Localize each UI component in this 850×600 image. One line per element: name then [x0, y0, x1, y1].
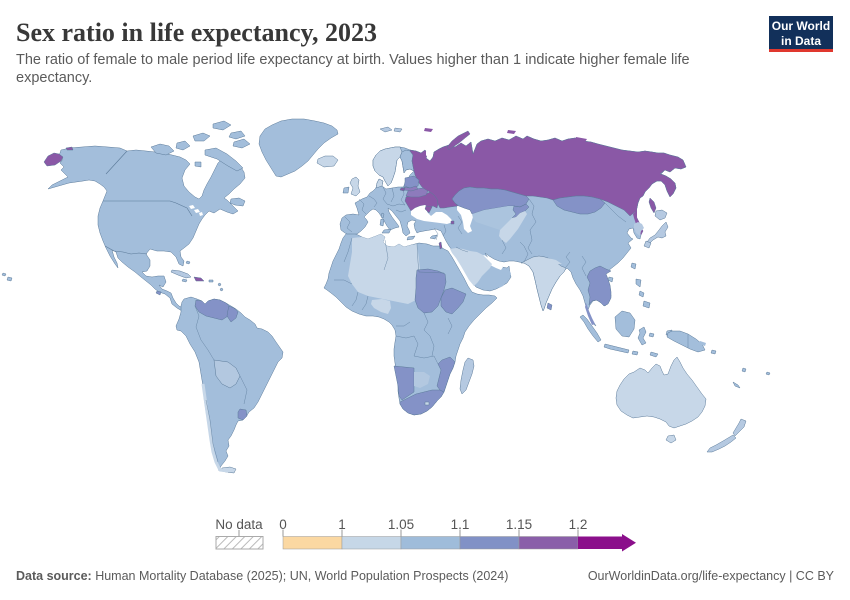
svg-text:1.2: 1.2 [569, 517, 588, 532]
svg-text:1.1: 1.1 [451, 517, 470, 532]
svg-text:1: 1 [338, 517, 346, 532]
svg-text:1.15: 1.15 [506, 517, 532, 532]
svg-text:0: 0 [279, 517, 287, 532]
svg-text:No data: No data [215, 517, 263, 532]
svg-text:1.05: 1.05 [388, 517, 414, 532]
